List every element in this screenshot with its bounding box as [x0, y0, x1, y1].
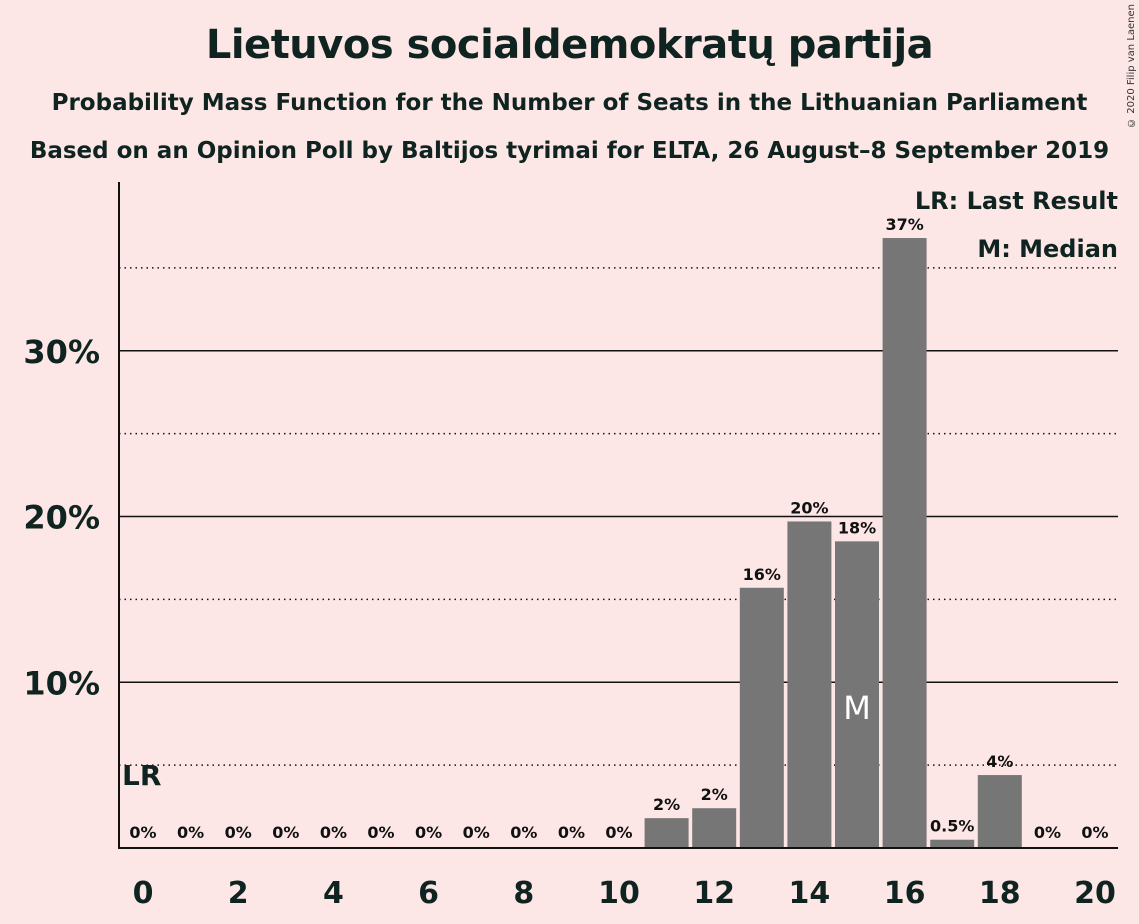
- legend-median: M: Median: [977, 235, 1118, 263]
- axis-layer: 10% 20% 30% LR 0 2 4 6 8 10 12 14 16 18 20: [23, 182, 1118, 911]
- y-tick-label: 30%: [23, 333, 100, 371]
- x-tick-label: 6: [418, 876, 439, 911]
- grid-layer: [119, 267, 1118, 766]
- bar-seat-13: [739, 587, 784, 848]
- bar-value-label: 0%: [463, 823, 490, 842]
- bar-value-label: 2%: [701, 785, 728, 804]
- bar-value-label: 0%: [558, 823, 585, 842]
- x-tick-label: 10: [598, 876, 640, 911]
- x-tick-label: 4: [323, 876, 344, 911]
- bar-value-label: 4%: [986, 752, 1013, 771]
- bars-layer: 0% 0% 0% 0% 0% 0% 0% 0% 0% 0% 0% 2% 2% 16% 20% M 18% 37% 0…: [129, 215, 1109, 849]
- bar-value-label: 0%: [510, 823, 537, 842]
- bar-value-label: 0%: [367, 823, 394, 842]
- bar-value-label: 2%: [653, 795, 680, 814]
- bar-value-label: 0%: [1034, 823, 1061, 842]
- bar-value-label: 18%: [838, 518, 876, 537]
- last-result-marker: LR: [122, 759, 161, 792]
- bar-seat-16: [882, 238, 927, 849]
- bar-value-label: 0%: [415, 823, 442, 842]
- bar-value-label: 0%: [605, 823, 632, 842]
- legend-last-result: LR: Last Result: [915, 187, 1118, 215]
- x-tick-label: 18: [979, 876, 1021, 911]
- bar-value-label: 0%: [177, 823, 204, 842]
- bar-value-label: 0.5%: [930, 817, 974, 836]
- x-tick-label: 20: [1074, 876, 1116, 911]
- y-tick-label: 10%: [23, 664, 100, 702]
- bar-value-label: 20%: [790, 498, 828, 517]
- x-tick-label: 8: [513, 876, 534, 911]
- bar-value-label: 16%: [743, 565, 781, 584]
- x-tick-label: 0: [133, 876, 154, 911]
- x-tick-label: 16: [884, 876, 926, 911]
- bar-value-label: 0%: [129, 823, 156, 842]
- bar-seat-14: [787, 521, 832, 848]
- x-tick-label: 12: [693, 876, 735, 911]
- bar-value-label: 0%: [320, 823, 347, 842]
- x-tick-label: 14: [789, 876, 831, 911]
- bar-seat-18: [977, 775, 1022, 848]
- median-marker: M: [843, 689, 871, 727]
- y-tick-label: 20%: [23, 499, 100, 537]
- bar-value-label: 0%: [272, 823, 299, 842]
- bar-value-label: 37%: [885, 215, 923, 234]
- chart-subtitle: Probability Mass Function for the Number…: [51, 90, 1088, 116]
- bar-seat-11: [644, 818, 689, 848]
- bar-value-label: 0%: [225, 823, 252, 842]
- bar-seat-17: [930, 839, 975, 848]
- bar-seat-12: [692, 808, 737, 848]
- bar-value-label: 0%: [1081, 823, 1108, 842]
- chart-title: Lietuvos socialdemokratų partija: [205, 22, 934, 68]
- bar-seat-15: [835, 541, 879, 848]
- chart-source-line: Based on an Opinion Poll by Baltijos tyr…: [29, 138, 1110, 164]
- x-tick-label: 2: [228, 876, 249, 911]
